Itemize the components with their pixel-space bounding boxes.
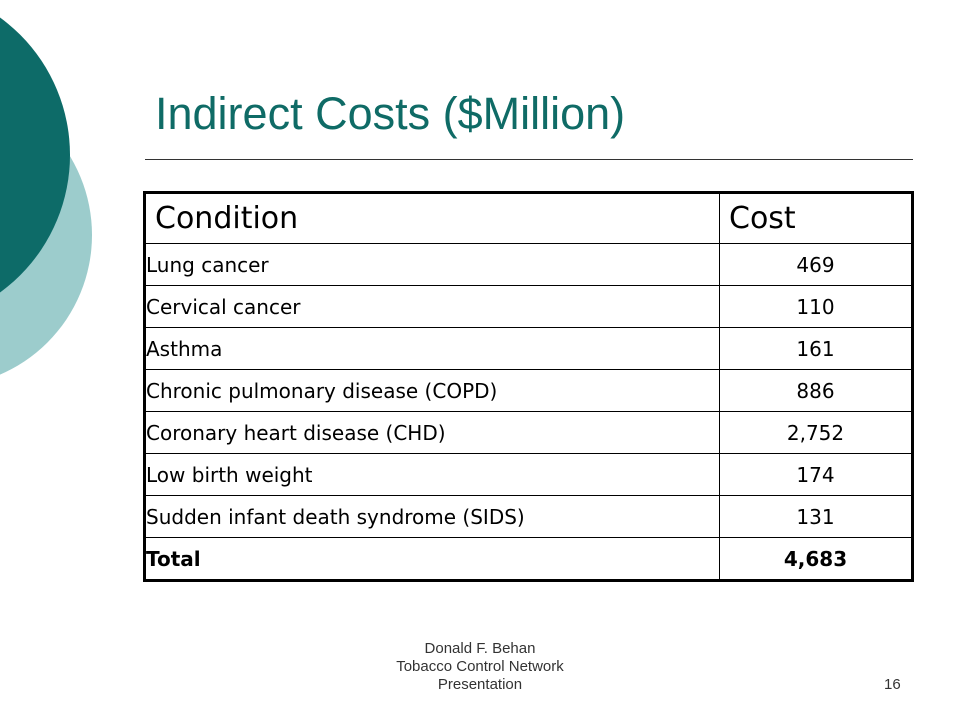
condition-cell: Coronary heart disease (CHD)	[144, 411, 720, 454]
table-row: Low birth weight 174	[144, 453, 913, 496]
cost-cell: 161	[719, 327, 913, 370]
column-header-cost: Cost	[719, 192, 913, 244]
cost-cell: 131	[719, 495, 913, 538]
slide-number: 16	[884, 676, 901, 693]
slide-title: Indirect Costs ($Million)	[155, 88, 626, 139]
total-label: Total	[144, 537, 720, 581]
table-row: Coronary heart disease (CHD) 2,752	[144, 411, 913, 454]
table-row: Chronic pulmonary disease (COPD) 886	[144, 369, 913, 412]
condition-cell: Chronic pulmonary disease (COPD)	[144, 369, 720, 412]
title-divider	[145, 159, 913, 160]
indirect-costs-table: Condition Cost Lung cancer 469 Cervical …	[143, 191, 914, 582]
footer-author: Donald F. Behan	[424, 640, 536, 657]
table-row: Sudden infant death syndrome (SIDS) 131	[144, 495, 913, 538]
condition-cell: Lung cancer	[144, 243, 720, 286]
table-row: Cervical cancer 110	[144, 285, 913, 328]
cost-cell: 886	[719, 369, 913, 412]
condition-cell: Low birth weight	[144, 453, 720, 496]
table-row: Lung cancer 469	[144, 243, 913, 286]
column-header-condition: Condition	[144, 192, 720, 244]
cost-cell: 174	[719, 453, 913, 496]
table-header-row: Condition Cost	[144, 192, 913, 244]
cost-cell: 469	[719, 243, 913, 286]
cost-cell: 110	[719, 285, 913, 328]
cost-cell: 2,752	[719, 411, 913, 454]
slide-footer: Donald F. Behan Tobacco Control Network …	[360, 640, 600, 694]
condition-cell: Asthma	[144, 327, 720, 370]
footer-organization: Tobacco Control Network	[396, 658, 564, 675]
dark-teal-circle	[0, 17, 70, 293]
total-value: 4,683	[719, 537, 913, 581]
condition-cell: Cervical cancer	[144, 285, 720, 328]
table-row: Asthma 161	[144, 327, 913, 370]
footer-presentation: Presentation	[437, 676, 523, 693]
condition-cell: Sudden infant death syndrome (SIDS)	[144, 495, 720, 538]
decorative-circles	[0, 0, 120, 400]
total-row: Total 4,683	[144, 537, 913, 581]
